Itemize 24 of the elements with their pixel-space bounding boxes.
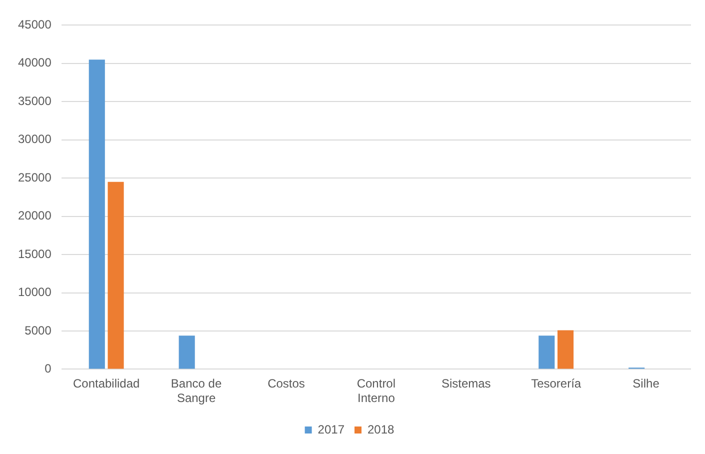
bar [178,336,195,369]
y-tick-label: 35000 [18,94,52,108]
x-tick-label: Costos [268,376,305,391]
x-tick-label: Silhe [632,376,660,391]
y-tick-label: 5000 [24,323,52,338]
y-tick-label: 45000 [18,18,52,32]
y-tick-label: 25000 [18,170,52,184]
x-tick-label: Sistemas [441,376,491,391]
x-tick-label: Banco de Sangre [170,376,222,406]
bar [538,336,555,369]
y-tick-label: 30000 [18,132,52,146]
x-tick-label: Contabilidad [72,376,140,391]
legend-label: 2018 [368,422,395,436]
y-tick-label: 40000 [18,56,52,70]
y-tick-label: 0 [44,362,52,376]
bar [108,182,124,369]
x-tick-label: Tesorería [531,376,582,391]
y-tick-label: 20000 [18,208,52,223]
bar [88,60,105,369]
x-tick-label: Control Interno [356,376,396,406]
y-tick-label: 10000 [18,285,52,300]
y-tick-label: 15000 [18,246,52,261]
bar [557,330,574,369]
legend-label: 2017 [318,422,345,436]
